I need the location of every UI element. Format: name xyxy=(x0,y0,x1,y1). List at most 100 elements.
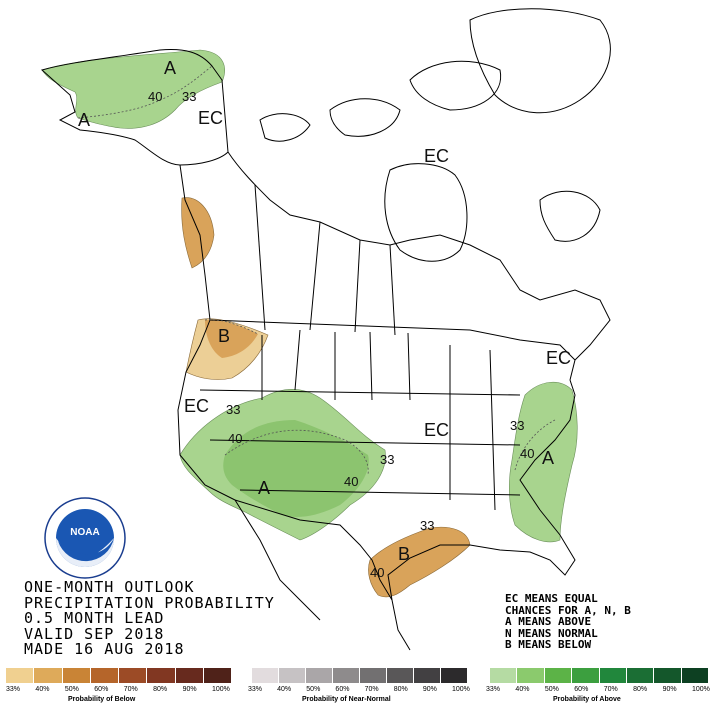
region-below-pnw xyxy=(181,197,215,269)
noaa-logo-text: NOAA xyxy=(70,527,99,538)
ticks-above: 33% 40% 50% 60% 70% 80% 90% 100% xyxy=(486,686,712,696)
label-a-alaska-west: A xyxy=(78,110,90,130)
label-33-alaska: 33 xyxy=(182,89,196,104)
swatch-above-4 xyxy=(599,668,627,683)
region-above-alaska xyxy=(41,49,225,129)
label-a-east: A xyxy=(542,448,554,468)
tick-normal-1: 40% xyxy=(277,686,292,693)
tick-below-0: 33% xyxy=(6,686,21,693)
scale-below xyxy=(6,668,232,683)
label-a-alaska-north: A xyxy=(164,58,176,78)
swatch-below-4 xyxy=(119,668,148,683)
swatch-above-2 xyxy=(544,668,573,683)
region-below-oregon-inner xyxy=(205,319,258,358)
tick-normal-6: 90% xyxy=(422,686,437,693)
label-33-texas: 33 xyxy=(420,518,434,533)
tick-below-1: 40% xyxy=(35,686,50,693)
label-ec-west: EC xyxy=(184,396,209,416)
boundaries xyxy=(40,8,611,651)
label-40-alaska: 40 xyxy=(148,89,162,104)
swatch-normal-1 xyxy=(279,668,306,683)
swatch-normal-7 xyxy=(441,668,468,683)
legend-line-4: N MEANS NORMAL xyxy=(505,626,598,640)
swatch-above-7 xyxy=(681,668,709,683)
scale-normal xyxy=(252,668,468,683)
swatch-normal-2 xyxy=(306,668,333,683)
category-legend: EC MEANS EQUAL CHANCES FOR A, N, B A MEA… xyxy=(505,593,631,651)
swatch-above-0 xyxy=(490,668,518,683)
label-ec-central: EC xyxy=(424,420,449,440)
tick-normal-4: 70% xyxy=(364,686,379,693)
tick-normal-5: 80% xyxy=(393,686,408,693)
label-b-northwest: B xyxy=(218,326,230,346)
swatch-above-3 xyxy=(572,668,600,683)
caption-above: Probability of Above xyxy=(553,696,621,703)
label-33-plains: 33 xyxy=(380,452,394,467)
label-b-texas: B xyxy=(398,544,410,564)
tick-above-7: 100% xyxy=(692,686,710,693)
swatch-below-5 xyxy=(147,668,176,683)
title-line-4: VALID SEP 2018 xyxy=(24,624,165,643)
region-above-southwest-inner xyxy=(223,420,369,517)
noaa-logo: NOAA xyxy=(44,497,126,579)
tick-below-4: 70% xyxy=(123,686,138,693)
label-ec-canada: EC xyxy=(424,146,449,166)
tick-below-2: 50% xyxy=(64,686,79,693)
tick-normal-3: 60% xyxy=(335,686,350,693)
tick-above-6: 90% xyxy=(662,686,677,693)
caption-below: Probability of Below xyxy=(68,696,136,703)
contour-lines xyxy=(77,65,556,476)
tick-normal-2: 50% xyxy=(306,686,321,693)
tick-above-5: 80% xyxy=(633,686,648,693)
outlook-title: ONE-MONTH OUTLOOK PRECIPITATION PROBABIL… xyxy=(24,578,275,658)
swatch-normal-5 xyxy=(387,668,414,683)
tick-above-4: 70% xyxy=(603,686,618,693)
legend-line-3: A MEANS ABOVE xyxy=(505,615,592,628)
swatch-below-0 xyxy=(6,668,35,683)
tick-above-1: 40% xyxy=(515,686,530,693)
label-a-southwest: A xyxy=(258,478,270,498)
swatch-above-5 xyxy=(626,668,655,683)
ticks-below: 33% 40% 50% 60% 70% 80% 90% 100% xyxy=(6,686,232,696)
swatch-below-7 xyxy=(203,668,232,683)
swatch-below-1 xyxy=(34,668,63,683)
region-above-east xyxy=(509,382,578,543)
title-line-5: MADE 16 AUG 2018 xyxy=(24,640,185,658)
swatch-below-3 xyxy=(90,668,119,683)
title-line-1: ONE-MONTH OUTLOOK xyxy=(24,578,195,596)
swatch-normal-6 xyxy=(414,668,441,683)
swatch-below-2 xyxy=(62,668,91,683)
probability-regions xyxy=(41,49,578,598)
swatch-normal-4 xyxy=(360,668,387,683)
tick-below-7: 100% xyxy=(212,686,230,693)
tick-normal-0: 33% xyxy=(248,686,263,693)
label-40-southwest: 40 xyxy=(228,431,242,446)
label-40-plains: 40 xyxy=(344,474,358,489)
label-ec-northeast: EC xyxy=(546,348,571,368)
tick-normal-7: 100% xyxy=(452,686,470,693)
legend-line-2: CHANCES FOR A, N, B xyxy=(505,603,631,617)
swatch-above-1 xyxy=(517,668,545,683)
scale-above xyxy=(490,668,709,683)
swatch-above-6 xyxy=(654,668,682,683)
title-line-3: 0.5 MONTH LEAD xyxy=(24,609,165,627)
label-40-east: 40 xyxy=(520,446,534,461)
tick-above-0: 33% xyxy=(486,686,501,693)
label-ec-alaska: EC xyxy=(198,108,223,128)
tick-below-5: 80% xyxy=(153,686,168,693)
label-33-east: 33 xyxy=(510,418,524,433)
legend-line-5: B MEANS BELOW xyxy=(505,638,592,651)
tick-below-6: 90% xyxy=(182,686,197,693)
caption-normal: Probability of Near-Normal xyxy=(302,696,391,703)
tick-above-2: 50% xyxy=(544,686,559,693)
label-40-texas: 40 xyxy=(370,565,384,580)
label-33-west: 33 xyxy=(226,402,240,417)
map-labels: EC A A 40 33 EC B EC 33 40 A 40 33 EC 33… xyxy=(78,58,571,580)
tick-below-3: 60% xyxy=(94,686,109,693)
tick-above-3: 60% xyxy=(574,686,589,693)
legend-line-1: EC MEANS EQUAL xyxy=(505,592,598,605)
swatch-normal-0 xyxy=(252,668,279,683)
title-line-2: PRECIPITATION PROBABILITY xyxy=(24,593,275,612)
swatch-below-6 xyxy=(175,668,204,683)
